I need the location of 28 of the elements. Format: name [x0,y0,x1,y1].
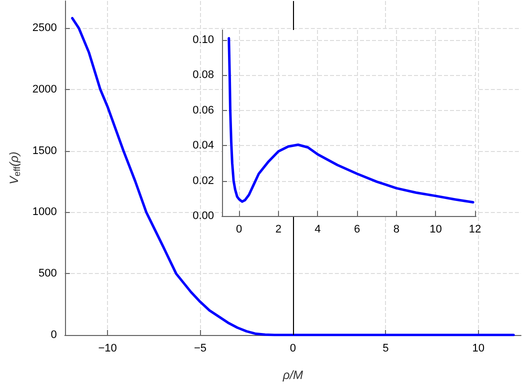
y-tick-label: 1500 [32,144,57,157]
x-tick-label: 0 [236,224,242,236]
y-tick-label: 0.08 [192,69,214,82]
x-tick-label: 4 [314,224,321,236]
y-tick-label: 0.10 [192,34,214,46]
x-axis-title: ρ/M [282,368,304,382]
x-tick-label: 2 [275,224,282,236]
x-tick-label: 12 [468,224,482,236]
x-tick-label: 5 [382,342,389,354]
x-tick-label: 6 [354,224,360,236]
y-tick-label: 0.06 [192,104,214,116]
y-axis-title: Veff(ρ) [7,152,22,184]
x-tick-label: 10 [472,342,484,354]
x-tick-label: 8 [393,224,400,236]
line-series [71,16,515,336]
y-tick-label: 0 [50,329,57,341]
y-tick-label: 2500 [32,22,57,34]
line-series [228,37,474,204]
x-tick-label: 0 [290,342,296,354]
y-tick-label: 500 [38,268,57,280]
x-tick-label: −10 [98,342,117,354]
y-tick-label: 0.00 [192,210,214,222]
x-tick-label: −5 [194,342,206,354]
x-tick-label: 10 [430,224,442,236]
y-tick-label: 0.02 [192,174,214,187]
y-tick-label: 1000 [32,206,57,218]
y-tick-label: 0.04 [192,140,214,152]
y-tick-label: 2000 [32,83,57,96]
